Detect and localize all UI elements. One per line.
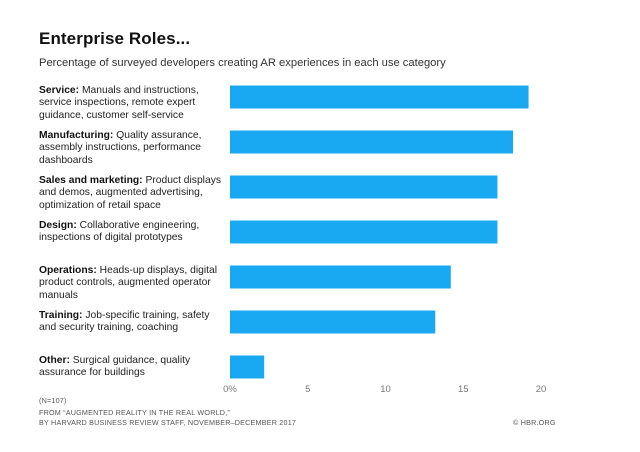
bar xyxy=(230,355,265,379)
category-label: Training: Job-specific training, safety … xyxy=(39,310,229,335)
category-description: Surgical guidance, quality assurance for… xyxy=(39,355,191,379)
category-description: Manuals and instructions, service inspec… xyxy=(39,85,199,121)
source-line-1: FROM “AUGMENTED REALITY IN THE REAL WORL… xyxy=(39,408,230,417)
sample-size-note: (N=107) xyxy=(39,396,67,405)
category-label: Manufacturing: Quality assurance, assemb… xyxy=(39,130,229,167)
category-label: Service: Manuals and instructions, servi… xyxy=(39,85,229,122)
x-tick-label: 10 xyxy=(380,384,391,395)
x-tick-label: 0% xyxy=(223,384,237,395)
category-description: Job-specific training, safety and securi… xyxy=(39,310,210,334)
bar xyxy=(230,130,514,154)
category-name: Manufacturing: xyxy=(39,130,114,141)
copyright-credit: © HBR.ORG xyxy=(513,418,556,427)
category-description: Heads-up displays, digital product contr… xyxy=(39,265,217,301)
category-label: Design: Collaborative engineering, inspe… xyxy=(39,220,229,245)
bar xyxy=(230,85,529,109)
bar xyxy=(230,310,436,334)
category-description: Collaborative engineering, inspections o… xyxy=(39,220,200,244)
x-tick-label: 15 xyxy=(458,384,469,395)
chart-subtitle: Percentage of surveyed developers creati… xyxy=(39,57,446,69)
category-name: Service: xyxy=(39,85,80,96)
category-name: Sales and marketing: xyxy=(39,175,143,186)
x-tick-label: 20 xyxy=(536,384,547,395)
bar xyxy=(230,175,498,199)
category-label: Other: Surgical guidance, quality assura… xyxy=(39,355,229,380)
category-label: Sales and marketing: Product displays an… xyxy=(39,175,229,212)
source-line-2: BY HARVARD BUSINESS REVIEW STAFF, NOVEMB… xyxy=(39,418,297,427)
bar xyxy=(230,220,498,244)
category-name: Design: xyxy=(39,220,77,231)
bar xyxy=(230,265,451,289)
category-description: Product displays and demos, augmented ad… xyxy=(39,175,221,211)
category-name: Other: xyxy=(39,355,70,366)
category-name: Training: xyxy=(39,310,83,321)
category-name: Operations: xyxy=(39,265,97,276)
x-tick-label: 5 xyxy=(305,384,310,395)
category-label: Operations: Heads-up displays, digital p… xyxy=(39,265,229,302)
chart-title: Enterprise Roles... xyxy=(39,29,191,48)
category-description: Quality assurance, assembly instructions… xyxy=(39,130,202,166)
